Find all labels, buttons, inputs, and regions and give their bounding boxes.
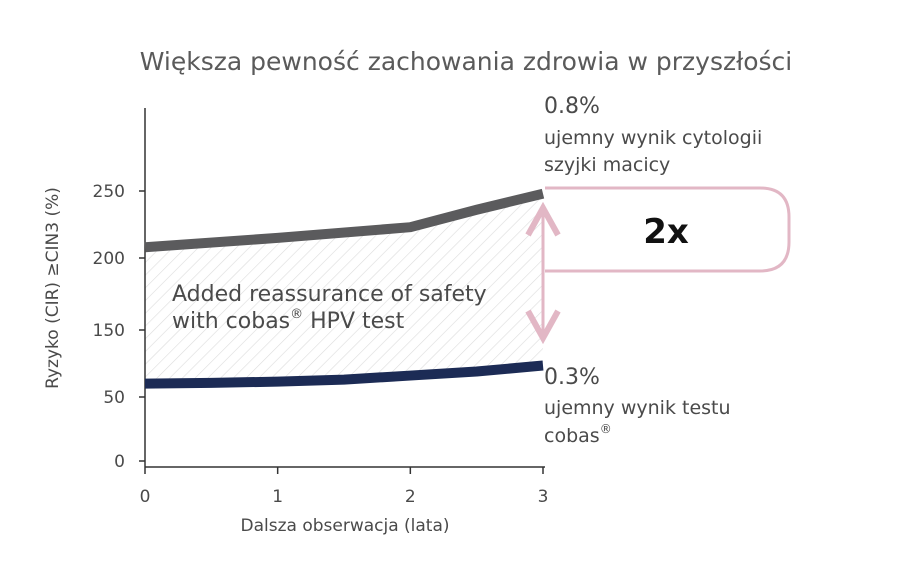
y-tick-label: 250: [93, 182, 125, 202]
y-axis-label: Ryzyko (CIR) ≥CIN3 (%): [43, 187, 63, 389]
band-label-cobas: with cobas: [172, 309, 290, 334]
x-tick-label: 1: [272, 487, 283, 507]
x-tick-label: 3: [538, 487, 549, 507]
band-label-line2: with cobas® HPV test: [172, 307, 405, 334]
lower-desc-line2: cobas®: [544, 422, 612, 447]
y-tick-label: 0: [114, 452, 125, 472]
x-axis-label: Dalsza obserwacja (lata): [240, 516, 449, 536]
lower-value-label: 0.3%: [544, 365, 600, 390]
x-axis-ticks: 0 1 2 3: [140, 467, 549, 507]
series-line-lower: [144, 360, 544, 389]
upper-desc-line1: ujemny wynik cytologii: [544, 127, 762, 149]
band-label-registered: ®: [290, 307, 303, 322]
upper-value-label: 0.8%: [544, 94, 600, 119]
factor-label: 2x: [643, 212, 689, 252]
band-label-line1: Added reassurance of safety: [172, 282, 487, 307]
lower-desc-line1: ujemny wynik testu: [544, 397, 731, 419]
factor-bracket: [545, 186, 791, 273]
series-line-upper: [144, 188, 545, 253]
y-axis-ticks: 0 50 150 200 250: [93, 182, 145, 472]
upper-desc-line2: szyjki macicy: [544, 154, 670, 176]
band-label-hpv: HPV test: [303, 309, 404, 334]
x-tick-label: 0: [140, 487, 151, 507]
chart-title: Większa pewność zachowania zdrowia w prz…: [140, 47, 793, 76]
lower-desc-registered: ®: [600, 422, 612, 436]
y-tick-label: 150: [93, 321, 125, 341]
series-group: [144, 188, 545, 389]
y-tick-label: 50: [103, 388, 125, 408]
x-tick-label: 2: [405, 487, 416, 507]
lower-desc-cobas: cobas: [544, 425, 600, 447]
y-tick-label: 200: [93, 249, 125, 269]
